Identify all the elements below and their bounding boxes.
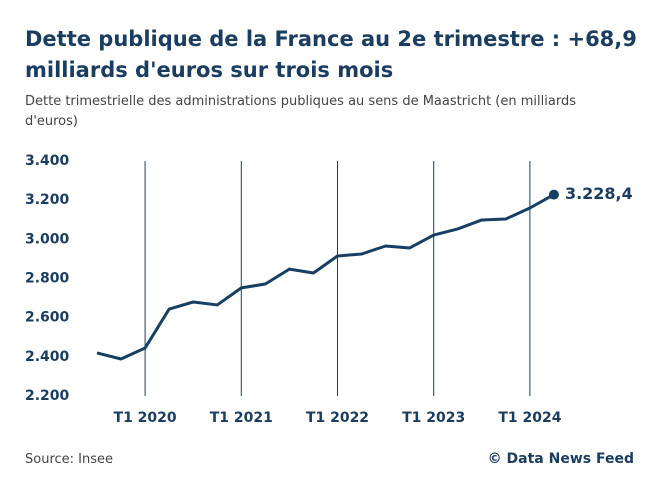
- x-tick-label: T1 2022: [306, 410, 369, 426]
- y-tick-label: 3.000: [25, 231, 70, 247]
- y-tick-label: 2.600: [25, 310, 70, 326]
- end-marker: [548, 189, 559, 200]
- x-tick-label: T1 2021: [210, 410, 273, 426]
- credit: © Data News Feed: [487, 451, 634, 467]
- value-label: 3.228,4: [565, 184, 633, 203]
- x-tick-label: T1 2023: [402, 410, 465, 426]
- source: Source: Insee: [25, 452, 114, 467]
- y-tick-label: 3.400: [25, 153, 70, 169]
- line: [96, 193, 555, 361]
- y-tick-label: 2.200: [25, 388, 70, 404]
- chart-title: Dette publique de la France au 2e trimes…: [25, 27, 637, 82]
- chart-subtitle: Dette trimestrielle des administrations …: [25, 94, 576, 129]
- y-tick-label: 2.800: [25, 271, 70, 287]
- y-tick-label: 2.400: [25, 349, 70, 365]
- x-tick-label: T1 2020: [114, 410, 177, 426]
- x-tick-label: T1 2024: [498, 410, 561, 426]
- y-tick-label: 3.200: [25, 192, 70, 208]
